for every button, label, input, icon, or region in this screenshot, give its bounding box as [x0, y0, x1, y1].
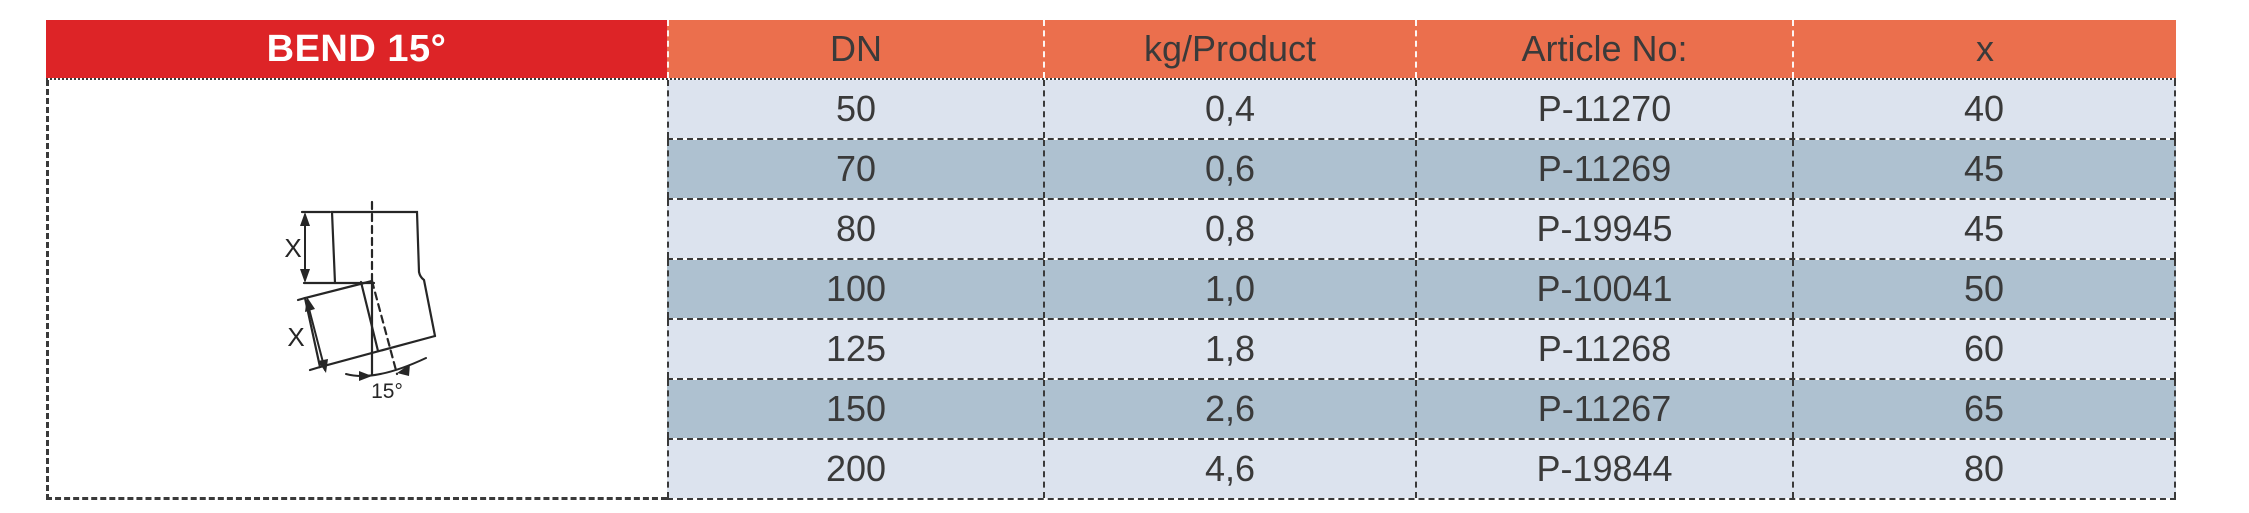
- arrowhead-arc-left: [359, 371, 372, 381]
- table-row: 80 0,8 P-19945 45: [667, 200, 2176, 260]
- lower-pipe-outline: [303, 279, 437, 369]
- dimension-label-lower-x: X: [287, 322, 304, 352]
- table-header-row: BEND 15° DN kg/Product Article No: x: [46, 20, 2176, 78]
- cell-article-no: P-11267: [1415, 380, 1792, 438]
- cell-article-no: P-10041: [1415, 260, 1792, 318]
- table-row: 150 2,6 P-11267 65: [667, 380, 2176, 440]
- product-datasheet: BEND 15° DN kg/Product Article No: x: [46, 20, 2176, 500]
- table-row: 200 4,6 P-19844 80: [667, 440, 2176, 500]
- technical-drawing-panel: X X 15°: [46, 80, 667, 500]
- cell-dn: 100: [667, 260, 1043, 318]
- cell-article-no: P-11270: [1415, 80, 1792, 138]
- cell-dn: 150: [667, 380, 1043, 438]
- extension-line-bottom-left: [308, 365, 322, 372]
- table-row: 70 0,6 P-11269 45: [667, 140, 2176, 200]
- column-header-x: x: [1792, 20, 2176, 78]
- angle-dashed-axis: [370, 279, 399, 376]
- cell-dn: 50: [667, 80, 1043, 138]
- column-header-article-no: Article No:: [1415, 20, 1792, 78]
- extension-line-lower-top: [296, 296, 307, 302]
- arrowhead-upper-x-top: [300, 212, 310, 226]
- lower-pipe-inner-edge: [359, 280, 380, 353]
- arrowhead-lower-x-bottom: [318, 359, 328, 373]
- table-body: X X 15° 50 0,4 P-11270 40 70 0,6 P-11269…: [46, 78, 2176, 500]
- cell-dn: 70: [667, 140, 1043, 198]
- cell-article-no: P-11269: [1415, 140, 1792, 198]
- dimension-label-upper-x: X: [284, 233, 301, 263]
- cell-kg-product: 0,4: [1043, 80, 1415, 138]
- cell-dn: 200: [667, 440, 1043, 498]
- table-row: 125 1,8 P-11268 60: [667, 320, 2176, 380]
- cell-kg-product: 0,6: [1043, 140, 1415, 198]
- cell-kg-product: 0,8: [1043, 200, 1415, 258]
- arrowhead-upper-x-bottom: [300, 269, 310, 283]
- column-header-kg-product: kg/Product: [1043, 20, 1415, 78]
- cell-article-no: P-19945: [1415, 200, 1792, 258]
- cell-kg-product: 1,0: [1043, 260, 1415, 318]
- bend-technical-drawing: X X 15°: [284, 200, 437, 403]
- cell-x: 60: [1792, 320, 2176, 378]
- cell-dn: 80: [667, 200, 1043, 258]
- cell-article-no: P-19844: [1415, 440, 1792, 498]
- product-title: BEND 15°: [46, 20, 667, 78]
- column-header-dn: DN: [667, 20, 1043, 78]
- cell-kg-product: 4,6: [1043, 440, 1415, 498]
- cell-kg-product: 2,6: [1043, 380, 1415, 438]
- arrowhead-lower-x-top: [305, 297, 315, 312]
- cell-kg-product: 1,8: [1043, 320, 1415, 378]
- cell-x: 40: [1792, 80, 2176, 138]
- arrowhead-arc-right: [397, 364, 410, 376]
- table-row: 100 1,0 P-10041 50: [667, 260, 2176, 320]
- cell-x: 80: [1792, 440, 2176, 498]
- table-row: 50 0,4 P-11270 40: [667, 80, 2176, 140]
- cell-x: 50: [1792, 260, 2176, 318]
- cell-x: 45: [1792, 200, 2176, 258]
- cell-x: 45: [1792, 140, 2176, 198]
- angle-label: 15°: [371, 380, 403, 403]
- table-rows: 50 0,4 P-11270 40 70 0,6 P-11269 45 80 0…: [667, 80, 2176, 500]
- cell-dn: 125: [667, 320, 1043, 378]
- angle-arc: [345, 357, 427, 377]
- upper-pipe-outline: [330, 210, 437, 338]
- cell-x: 65: [1792, 380, 2176, 438]
- cell-article-no: P-11268: [1415, 320, 1792, 378]
- dimension-line-lower-x: [306, 300, 326, 371]
